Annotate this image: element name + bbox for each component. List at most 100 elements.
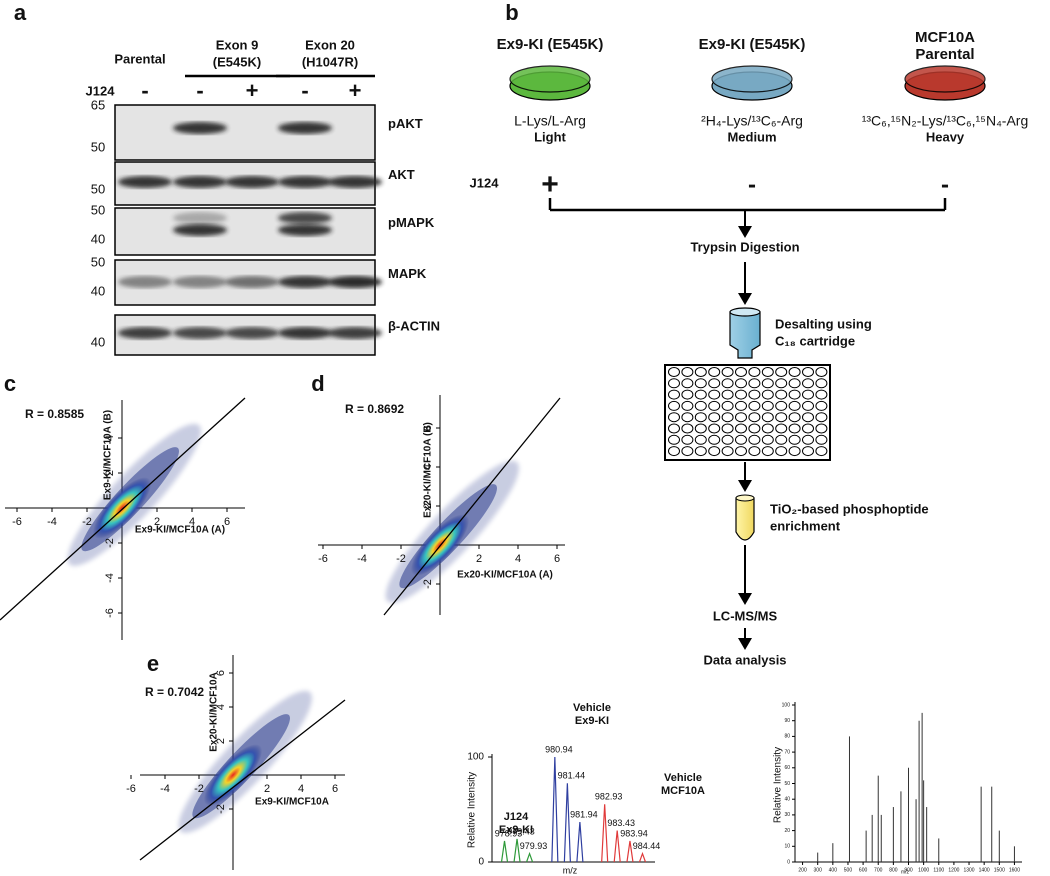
well (748, 423, 761, 434)
arrow-head (738, 226, 752, 238)
well (748, 434, 761, 445)
well (748, 446, 761, 457)
y-tick-label: 6 (215, 670, 227, 676)
x-tick-label: 4 (298, 783, 304, 795)
y-tick-label: 2 (422, 503, 434, 509)
dish-top (711, 65, 793, 93)
well (802, 389, 814, 400)
x-tick-label: -6 (126, 783, 136, 795)
well (815, 446, 828, 457)
well (815, 367, 828, 377)
series-name: Ex9-KI (499, 824, 533, 836)
x-tick-label: 1100 (933, 867, 944, 873)
x-axis-label: Ex9-KI/MCF10A (255, 797, 329, 808)
well (668, 367, 680, 377)
mw-marker: 50 (91, 202, 105, 217)
x-tick-label: 1600 (1009, 867, 1020, 873)
blot (114, 207, 376, 256)
y-tick-label: 0 (787, 859, 790, 865)
x-tick-label: 1000 (918, 867, 929, 873)
mw-marker: 40 (91, 334, 105, 349)
well (694, 400, 707, 411)
well (735, 412, 747, 423)
x-tick-label: 2 (154, 516, 160, 528)
well (748, 412, 761, 423)
group-label: (H1047R) (302, 54, 358, 69)
well (761, 378, 774, 389)
peak (626, 840, 634, 863)
well (802, 378, 814, 389)
y-tick-label: 30 (784, 812, 790, 818)
well (815, 378, 828, 389)
well (668, 389, 680, 400)
x-tick-label: -4 (160, 783, 170, 795)
sign: - (748, 171, 756, 198)
y-tick-label: 10 (784, 844, 790, 850)
arrow-head (738, 593, 752, 605)
well (775, 367, 788, 377)
y-tick-label: -6 (104, 608, 116, 618)
band (118, 176, 172, 188)
well (721, 367, 734, 377)
band (173, 176, 227, 188)
blot (114, 104, 376, 161)
well (761, 389, 774, 400)
x-tick-label: 6 (332, 783, 338, 795)
x-tick-label: -2 (194, 783, 204, 795)
well (694, 434, 707, 445)
band (173, 212, 227, 224)
peak-label: 983.43 (607, 818, 635, 828)
y-tick-label: 2 (104, 470, 116, 476)
well (735, 446, 747, 457)
y-tick-label: -2 (104, 538, 116, 548)
sample-title: Ex9-KI (E545K) (699, 36, 806, 53)
well (815, 423, 828, 434)
x-tick-label: 2 (476, 553, 482, 565)
cartridge (729, 311, 761, 359)
step: LC-MS/MS (713, 608, 778, 623)
isotope-label: Medium (727, 129, 776, 144)
tube-top (735, 494, 755, 502)
y-tick-label: 60 (784, 765, 790, 771)
peak-label: 981.94 (570, 809, 598, 819)
well (668, 434, 680, 445)
media: ¹³C₆,¹⁵N₂-Lys/¹³C₆,¹⁵N₄-Arg (862, 113, 1029, 129)
treatment-label: J124 (86, 83, 116, 98)
peak (551, 756, 559, 863)
step: Trypsin Digestion (690, 239, 799, 254)
band (225, 327, 279, 339)
band (278, 212, 332, 224)
density-core (203, 744, 263, 806)
well (668, 446, 680, 457)
x-axis-label: m/z (563, 865, 578, 875)
y-tick-label: 4 (104, 435, 116, 441)
well (788, 367, 801, 377)
blot-name: pMAPK (388, 215, 435, 230)
y-tick-label: 80 (784, 734, 790, 740)
step: C₁₈ cartridge (775, 333, 855, 348)
well (761, 367, 774, 377)
x-tick-label: 4 (515, 553, 521, 565)
well (815, 434, 828, 445)
well (721, 434, 734, 445)
arrow-head (738, 638, 752, 650)
blot-name: AKT (388, 167, 415, 182)
sign: - (941, 171, 949, 198)
y-axis-label: Ex9-KI/MCF10A (B) (103, 410, 114, 500)
panel-label: c (4, 371, 16, 396)
well (815, 400, 828, 411)
y-tick-label: 6 (422, 425, 434, 431)
well (775, 423, 788, 434)
peak (638, 851, 647, 863)
x-tick-label: 2 (264, 783, 270, 795)
band (278, 224, 332, 236)
band (173, 122, 227, 134)
tube (735, 497, 755, 541)
sign: - (196, 78, 203, 103)
well (681, 400, 694, 411)
mw-marker: 65 (91, 97, 105, 112)
well (708, 412, 721, 423)
well (708, 378, 721, 389)
y-tick-label: 4 (422, 464, 434, 470)
